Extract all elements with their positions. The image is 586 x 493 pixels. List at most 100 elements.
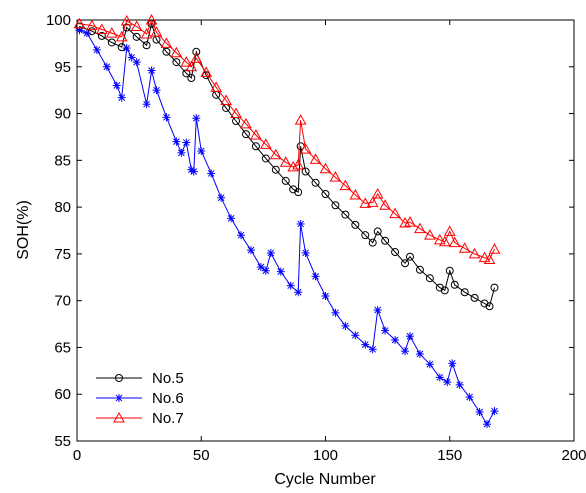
data-point: [152, 86, 161, 95]
data-point: [490, 407, 499, 416]
data-point: [404, 216, 416, 227]
data-point: [200, 66, 213, 77]
data-point: [122, 23, 131, 32]
data-point: [237, 231, 246, 240]
data-point: [433, 233, 446, 245]
data-point: [440, 286, 449, 295]
data-point: [105, 27, 118, 38]
series-layer: [73, 13, 501, 429]
data-point: [73, 17, 86, 29]
data-point: [448, 236, 461, 248]
data-point: [150, 26, 163, 37]
data-point: [162, 113, 171, 122]
legend-label: No.5: [152, 370, 184, 387]
data-point: [475, 407, 484, 416]
data-point: [122, 44, 131, 53]
data-point: [401, 347, 410, 356]
data-point: [490, 283, 499, 292]
data-point: [294, 114, 307, 125]
series-no6: [75, 26, 499, 429]
data-point: [147, 66, 156, 75]
data-point: [389, 207, 401, 219]
data-point: [483, 253, 496, 265]
data-point: [197, 146, 206, 155]
data-point: [311, 272, 320, 281]
data-point: [301, 248, 310, 257]
legend-item: No.6: [96, 390, 184, 407]
data-point: [185, 60, 198, 72]
data-point: [130, 20, 143, 32]
data-point: [448, 359, 457, 368]
data-point: [294, 288, 303, 297]
data-point: [251, 142, 260, 151]
legend-item: No.7: [96, 410, 184, 427]
series-line: [79, 21, 495, 308]
legend-marker: [115, 374, 123, 382]
data-point: [96, 23, 108, 34]
data-point: [460, 288, 469, 297]
data-point: [250, 129, 262, 140]
data-point: [405, 252, 414, 261]
data-point: [368, 238, 377, 247]
data-point: [391, 248, 400, 257]
data-point: [292, 158, 305, 170]
y-tick-label: 80: [54, 199, 71, 216]
data-point: [172, 58, 181, 67]
data-point: [458, 242, 471, 253]
data-point: [266, 248, 275, 257]
data-point: [217, 193, 226, 202]
data-point: [299, 143, 312, 154]
data-point: [415, 349, 424, 358]
data-point: [82, 29, 91, 38]
data-point: [359, 197, 372, 208]
x-tick-label: 200: [561, 447, 586, 464]
data-point: [309, 153, 322, 164]
data-point: [379, 199, 391, 210]
data-point: [192, 114, 201, 123]
y-tick-label: 70: [54, 293, 71, 310]
legend: No.5 No.6 No.7: [96, 370, 184, 427]
data-point: [145, 13, 158, 25]
legend-label: No.7: [152, 410, 184, 427]
legend-item: No.5: [96, 370, 184, 387]
data-point: [287, 160, 300, 172]
data-point: [331, 201, 340, 210]
data-point: [301, 167, 310, 176]
data-point: [227, 214, 236, 223]
data-point: [162, 47, 171, 56]
data-point: [391, 335, 400, 344]
data-point: [329, 171, 342, 182]
y-tick-label: 65: [54, 339, 71, 356]
data-point: [341, 210, 350, 219]
series-no7: [73, 13, 501, 265]
data-point: [115, 30, 128, 42]
data-point: [256, 262, 265, 271]
data-point: [92, 45, 101, 54]
y-tick-label: 55: [54, 433, 71, 450]
data-point: [142, 100, 151, 109]
data-point: [220, 94, 232, 105]
data-point: [276, 267, 285, 276]
data-point: [468, 247, 481, 259]
x-tick-label: 100: [313, 447, 338, 464]
axis-ticks: 0 50 100 150 200 55 60 65 70 75 80 85 90 95 100: [46, 12, 586, 464]
data-point: [483, 420, 492, 429]
data-point: [368, 345, 377, 354]
legend-marker: [115, 394, 123, 402]
data-point: [281, 176, 290, 185]
legend-marker: [113, 411, 125, 423]
data-point: [187, 74, 196, 83]
x-axis-title: Cycle Number: [274, 471, 376, 488]
data-point: [294, 188, 303, 197]
data-point: [349, 188, 362, 200]
data-point: [261, 266, 270, 275]
data-point: [339, 179, 352, 191]
data-point: [425, 360, 434, 369]
data-point: [246, 246, 255, 255]
data-point: [177, 148, 186, 157]
data-point: [321, 190, 330, 199]
data-point: [465, 393, 474, 402]
data-point: [132, 58, 141, 67]
data-point: [405, 332, 414, 341]
